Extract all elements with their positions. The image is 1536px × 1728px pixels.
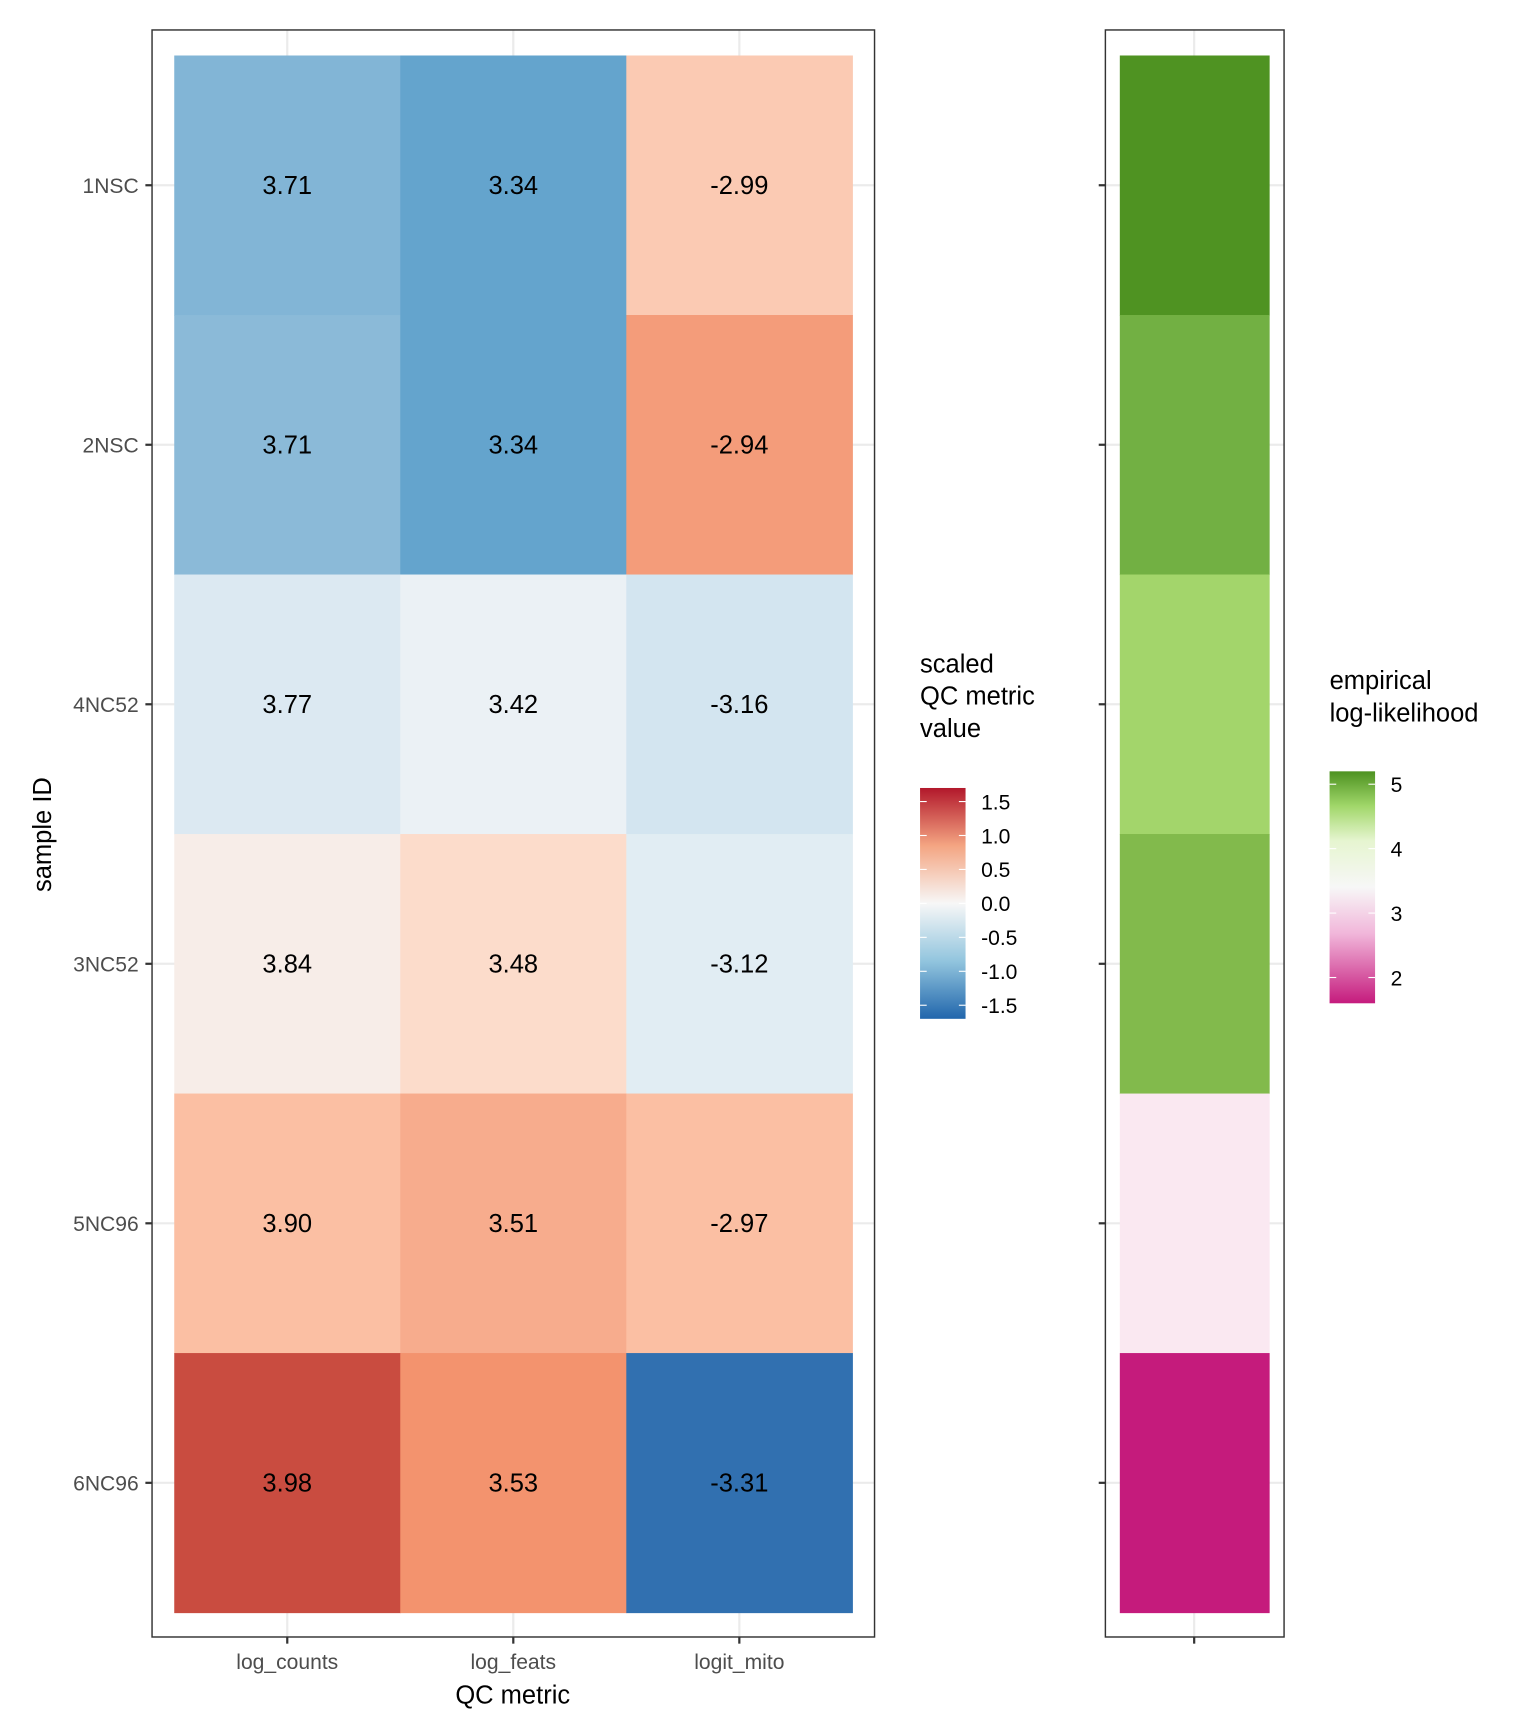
legend-tick-label: -1.5 — [981, 995, 1017, 1018]
x-axis-title: QC metric — [455, 1682, 570, 1710]
cell-label: -2.94 — [710, 432, 768, 460]
legend-title: empirical — [1330, 667, 1432, 695]
x-tick-label: log_counts — [236, 1651, 338, 1674]
likelihood-cell — [1119, 1353, 1270, 1614]
colorbar — [920, 787, 966, 1019]
cell-label: -3.16 — [710, 691, 768, 719]
main-heatmap-panel: 3.71 3.34 -2.99 3.71 3.34 -2.94 3.77 3.42 -3.16 3… — [73, 29, 876, 1674]
cell-label: 3.34 — [488, 172, 538, 200]
legend-tick-label: 4 — [1391, 838, 1403, 861]
cell-label: 3.53 — [488, 1470, 538, 1498]
y-tick-label: 6NC96 — [73, 1473, 139, 1496]
legend-tick-label: 5 — [1391, 774, 1403, 797]
likelihood-cell — [1119, 315, 1270, 576]
heatmap-cell — [174, 1093, 401, 1354]
cell-label: -2.99 — [710, 172, 768, 200]
heatmap-cell — [174, 315, 401, 576]
legend-title: value — [920, 715, 981, 743]
heatmap-cell — [400, 574, 627, 835]
legend-tick-label: 1.0 — [981, 825, 1010, 848]
colorbar — [1329, 771, 1376, 1004]
legend-tick-label: -0.5 — [981, 927, 1017, 950]
legend-title: scaled — [920, 651, 994, 679]
x-tick-label: log_feats — [471, 1651, 557, 1674]
cell-label: 3.71 — [262, 432, 312, 460]
heatmap-cell — [626, 1353, 853, 1614]
heatmap-cell — [626, 55, 853, 316]
heatmap-cell — [626, 834, 853, 1095]
heatmap-cell — [626, 315, 853, 576]
heatmap-cell — [174, 574, 401, 835]
cell-label: -2.97 — [710, 1210, 768, 1238]
legend-tick-label: 3 — [1391, 903, 1403, 926]
heatmap-cell — [174, 1353, 401, 1614]
legend-tick-label: 1.5 — [981, 791, 1010, 814]
likelihood-legend: empirical log-likelihood 5 4 3 2 — [1329, 667, 1479, 1004]
legend-tick-label: 2 — [1391, 967, 1403, 990]
legend-tick-label: 0.5 — [981, 859, 1010, 882]
y-tick-label: 4NC52 — [73, 694, 139, 717]
cell-label: 3.51 — [488, 1210, 538, 1238]
y-tick-label: 2NSC — [82, 435, 138, 458]
heatmap-cell — [400, 315, 627, 576]
y-tick-label: 3NC52 — [73, 954, 139, 977]
cell-label: 3.77 — [262, 691, 312, 719]
heatmap-cell — [400, 1093, 627, 1354]
cell-label: -3.12 — [710, 951, 768, 979]
cell-label: 3.71 — [262, 172, 312, 200]
heatmap-cell — [400, 55, 627, 316]
legend-tick-label: 0.0 — [981, 893, 1010, 916]
heatmap-cell — [174, 834, 401, 1095]
likelihood-cell — [1119, 1093, 1270, 1354]
y-tick-label: 5NC96 — [73, 1213, 139, 1236]
cell-label: 3.34 — [488, 432, 538, 460]
likelihood-cell — [1119, 574, 1270, 835]
y-axis-title: sample ID — [29, 777, 57, 892]
cell-label: 3.90 — [262, 1210, 312, 1238]
cell-label: 3.84 — [262, 951, 312, 979]
heatmap-cell — [174, 55, 401, 316]
cell-label: 3.48 — [488, 951, 538, 979]
heatmap-cell — [626, 1093, 853, 1354]
likelihood-cell — [1119, 55, 1270, 316]
cell-label: 3.42 — [488, 691, 538, 719]
legend-title: QC metric — [920, 683, 1035, 711]
legend-tick-label: -1.0 — [981, 961, 1017, 984]
legend-title: log-likelihood — [1330, 699, 1479, 727]
y-tick-label: 1NSC — [82, 175, 138, 198]
x-tick-label: logit_mito — [694, 1651, 784, 1674]
heatmap-cell — [400, 1353, 627, 1614]
cell-label: 3.98 — [262, 1470, 312, 1498]
likelihood-panel — [1098, 29, 1285, 1644]
likelihood-cell — [1119, 834, 1270, 1095]
cell-label: -3.31 — [710, 1470, 768, 1498]
heatmap-cell — [626, 574, 853, 835]
heatmap-cell — [400, 834, 627, 1095]
scaled-value-legend: scaled QC metric value 1.5 1.0 0.5 0.0 -0.5 -1.0… — [920, 651, 1035, 1019]
